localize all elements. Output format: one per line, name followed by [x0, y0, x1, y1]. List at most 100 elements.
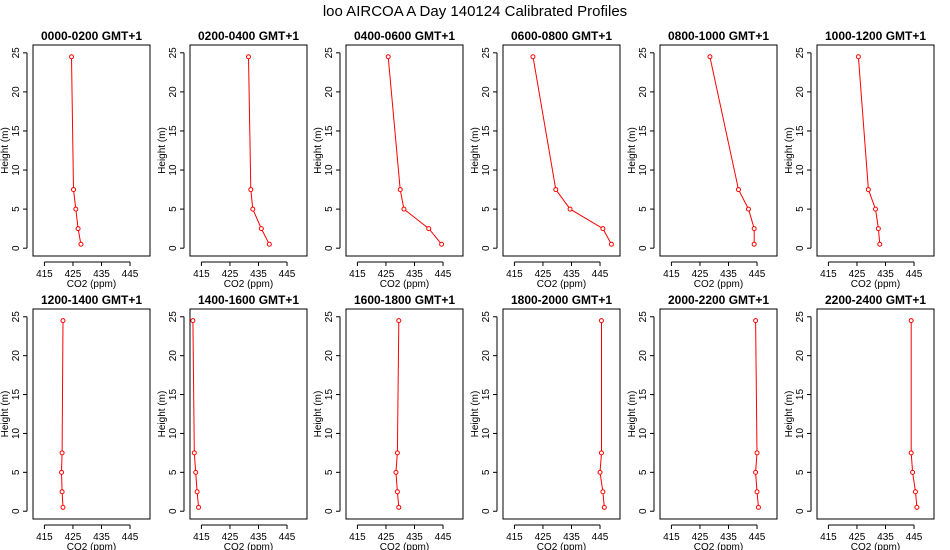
y-axis-label: Height (m): [784, 391, 795, 438]
y-tick-label: 5: [324, 469, 335, 475]
x-tick-label: 445: [122, 269, 139, 280]
y-tick-label: 0: [638, 245, 649, 251]
panel: 2200-2400 GMT+1 415 425 435 445 CO2 (ppm) 0 5 10…: [784, 293, 935, 550]
y-tick-label: 20: [168, 86, 179, 98]
data-point: [735, 187, 741, 193]
y-tick-label: 5: [168, 469, 179, 475]
panel-title: 0000-0200 GMT+1: [41, 29, 142, 43]
x-tick-label: 415: [349, 532, 366, 543]
x-tick-label: 435: [563, 269, 580, 280]
y-tick-label: 10: [638, 164, 649, 176]
x-axis-label: CO2 (ppm): [380, 279, 429, 290]
x-tick-label: 435: [877, 532, 894, 543]
x-tick-label: 415: [663, 269, 680, 280]
y-tick-label: 10: [481, 427, 492, 439]
x-tick-label: 435: [406, 532, 423, 543]
data-point: [394, 450, 400, 456]
x-tick-label: 425: [692, 532, 709, 543]
x-tick-label: 415: [36, 532, 53, 543]
y-tick-label: 20: [481, 350, 492, 362]
y-tick-label: 20: [638, 350, 649, 362]
y-tick-label: 15: [168, 389, 179, 401]
x-axis-label: CO2 (ppm): [851, 279, 900, 290]
y-tick-label: 25: [795, 47, 806, 59]
plot-frame: [816, 308, 935, 520]
y-tick-label: 25: [11, 311, 22, 323]
data-point: [553, 187, 559, 193]
data-point: [598, 450, 604, 456]
data-point: [865, 187, 871, 193]
y-tick-label: 25: [168, 311, 179, 323]
data-point: [753, 469, 759, 475]
data-point: [266, 241, 272, 247]
data-point: [908, 450, 914, 456]
y-tick-label: 0: [168, 245, 179, 251]
y-tick-label: 15: [168, 125, 179, 137]
y-tick-label: 20: [795, 350, 806, 362]
x-tick-label: 435: [720, 269, 737, 280]
profile-line: [387, 56, 442, 245]
plot-frame: [816, 44, 935, 257]
y-tick-label: 0: [324, 245, 335, 251]
plot-frame: [659, 308, 778, 520]
panel-title: 1800-2000 GMT+1: [511, 293, 612, 307]
x-axis-label: CO2 (ppm): [537, 542, 586, 550]
data-point: [396, 504, 402, 510]
y-tick-label: 5: [638, 469, 649, 475]
data-point: [873, 206, 878, 212]
data-point: [248, 187, 254, 193]
y-axis-label: Height (m): [627, 127, 638, 174]
data-point: [914, 504, 920, 510]
x-tick-label: 425: [535, 532, 552, 543]
panel: 1400-1600 GMT+1 415 425 435 445 CO2 (ppm) 0 5 10…: [157, 293, 308, 550]
y-axis-label: Height (m): [470, 391, 481, 438]
panel-title: 1200-1400 GMT+1: [41, 293, 142, 307]
data-point: [754, 489, 760, 495]
y-tick-label: 15: [795, 125, 806, 137]
panel: 1000-1200 GMT+1 415 425 435 445 CO2 (ppm) 0 5 10…: [784, 29, 935, 290]
plot-frame: [32, 308, 151, 520]
data-point: [707, 54, 713, 60]
data-point: [69, 54, 75, 60]
y-axis-label: Height (m): [157, 391, 168, 438]
data-point: [910, 469, 916, 475]
data-point: [193, 469, 199, 475]
y-tick-label: 25: [481, 47, 492, 59]
y-tick-label: 10: [324, 164, 335, 176]
panel: 0200-0400 GMT+1 415 425 435 445 CO2 (ppm) 0 5 10…: [157, 29, 308, 290]
data-point: [754, 450, 760, 456]
data-point: [439, 241, 445, 247]
x-tick-label: 415: [820, 269, 837, 280]
data-point: [246, 54, 251, 60]
y-tick-label: 5: [481, 206, 492, 212]
x-tick-label: 445: [279, 532, 296, 543]
x-tick-label: 415: [193, 269, 210, 280]
y-tick-label: 15: [638, 125, 649, 137]
y-tick-label: 5: [638, 206, 649, 212]
data-point: [745, 206, 751, 212]
y-tick-label: 25: [324, 311, 335, 323]
x-tick-label: 415: [820, 532, 837, 543]
profile-line: [248, 56, 270, 245]
plot-frame: [502, 308, 621, 520]
plot-frame: [345, 44, 464, 257]
y-tick-label: 25: [795, 311, 806, 323]
panel-title: 2000-2200 GMT+1: [668, 293, 769, 307]
data-point: [196, 504, 202, 510]
y-tick-label: 15: [11, 389, 22, 401]
x-tick-label: 435: [563, 532, 580, 543]
data-point: [190, 318, 196, 324]
x-tick-label: 445: [592, 532, 609, 543]
data-point: [59, 489, 65, 495]
y-tick-label: 20: [11, 350, 22, 362]
profile-line: [755, 320, 759, 508]
y-tick-label: 0: [11, 245, 22, 251]
y-axis-label: Height (m): [157, 127, 168, 174]
y-tick-label: 25: [638, 47, 649, 59]
data-point: [753, 318, 759, 324]
x-tick-label: 425: [222, 532, 239, 543]
plot-frame: [659, 44, 778, 257]
y-tick-label: 0: [11, 508, 22, 514]
data-point: [600, 489, 606, 495]
